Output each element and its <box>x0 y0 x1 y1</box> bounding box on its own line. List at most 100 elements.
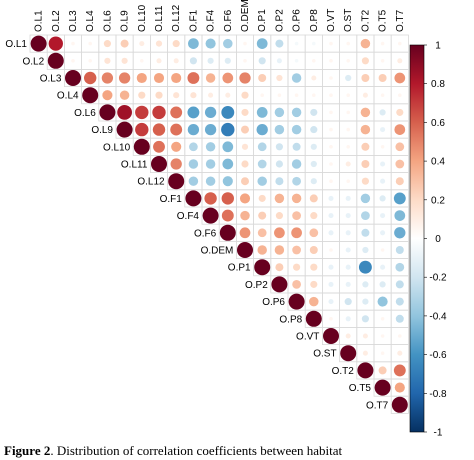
corr-point-O.L11-O.P2 <box>275 160 283 168</box>
corr-point-O.L12-O.P1 <box>257 176 267 186</box>
corr-point-O.L6-O.L11 <box>152 105 166 120</box>
figure-caption: Figure 2. Distribution of correlation co… <box>4 443 474 460</box>
column-label: O.P1 <box>257 9 268 32</box>
corr-point-O.L6-O.F1 <box>187 106 200 119</box>
corr-point-O.F6-O.T2 <box>361 228 370 237</box>
corr-point-O.L2-O.F6 <box>224 57 231 64</box>
corr-point-O.P8-O.T7 <box>395 314 404 323</box>
column-label: O.ST <box>343 9 354 32</box>
corr-point-O.L2-O.T5 <box>380 59 385 63</box>
corr-point-O.L2-O.P6 <box>294 59 299 63</box>
corr-point-O.F1-O.ST <box>345 195 351 201</box>
corr-point-O.L9-O.VT <box>329 127 333 132</box>
corr-point-O.P2-O.P2 <box>271 276 288 293</box>
corr-point-O.F6-O.P8 <box>309 228 319 238</box>
corr-point-O.L1-O.F6 <box>223 38 233 49</box>
corr-point-O.F4-O.ST <box>345 213 351 219</box>
corr-point-O.L2-O.L11 <box>156 58 162 64</box>
corr-point-O.L6-O.P1 <box>256 107 268 118</box>
corr-point-O.P2-O.T5 <box>379 281 386 288</box>
column-label: O.P8 <box>309 9 320 32</box>
corr-point-O.L2-O.T2 <box>361 57 369 65</box>
corr-point-O.P1-O.P8 <box>310 263 318 271</box>
row-label: O.L11 <box>121 160 148 171</box>
colorbar-tick-label: 1 <box>435 41 441 52</box>
corr-point-O.L9-O.F1 <box>187 123 200 136</box>
corr-point-O.L1-O.T2 <box>360 38 371 49</box>
corr-point-O.L4-O.P6 <box>294 93 299 97</box>
corr-point-O.F6-O.T5 <box>380 230 386 236</box>
row-label: O.P1 <box>228 263 251 274</box>
corr-point-O.L4-O.F6 <box>225 92 231 98</box>
caption-label: Figure 2 <box>4 443 51 458</box>
column-label: O.T5 <box>378 9 389 32</box>
corr-point-O.L11-O.P6 <box>291 159 302 169</box>
corr-point-O.P2-O.P6 <box>292 280 301 289</box>
corr-point-O.L9-O.F6 <box>221 122 235 137</box>
column-label: O.VT <box>326 9 337 32</box>
row-label: O.T7 <box>366 400 389 411</box>
corr-point-O.L2-O.P1 <box>258 57 266 65</box>
row-label: O.T2 <box>332 366 355 377</box>
corr-point-O.L12-O.ST <box>346 179 350 183</box>
corr-point-O.F4-O.P2 <box>275 212 283 220</box>
corr-point-O.DEM-O.ST <box>345 247 351 253</box>
corr-point-O.F6-O.P1 <box>257 228 267 238</box>
corr-point-O.L1-O.T7 <box>398 41 402 46</box>
corr-point-O.T5-O.T7 <box>394 382 405 393</box>
corr-point-O.ST-O.T2 <box>362 350 368 356</box>
corr-point-O.P8-O.T5 <box>380 317 385 321</box>
corr-point-O.F6-O.T7 <box>394 227 406 239</box>
corr-point-O.L12-O.DEM <box>241 177 249 186</box>
corr-point-O.L4-O.P8 <box>312 93 316 97</box>
corr-point-O.L6-O.F4 <box>204 106 217 119</box>
corr-point-O.P1-O.P6 <box>293 263 301 271</box>
corr-point-O.L6-O.P8 <box>310 108 318 116</box>
corr-point-O.T5-O.T5 <box>374 379 391 396</box>
grid-lines <box>29 34 409 414</box>
corr-point-O.L3-O.T7 <box>394 72 406 84</box>
corr-point-O.L12-O.VT <box>329 179 333 183</box>
correlation-circles <box>30 35 408 413</box>
corr-point-O.L3-O.L10 <box>136 72 147 84</box>
corr-point-O.L4-O.L4 <box>82 87 99 104</box>
corr-point-O.F4-O.F4 <box>202 207 219 224</box>
corr-point-O.P1-O.T7 <box>395 262 405 272</box>
corr-point-O.F4-O.VT <box>328 213 334 219</box>
corr-point-O.L6-O.DEM <box>241 108 249 116</box>
column-label: O.P6 <box>292 9 303 32</box>
corr-point-O.L1-O.L2 <box>48 36 63 51</box>
colorbar-tick-label: -1 <box>434 428 443 439</box>
corr-point-O.L4-O.T7 <box>398 93 402 97</box>
colorbar-tick-label: -0.2 <box>429 273 447 284</box>
corr-point-O.L10-O.P8 <box>310 143 317 150</box>
corr-point-O.L6-O.P2 <box>274 107 285 118</box>
corr-point-O.L1-O.DEM <box>243 41 247 46</box>
corr-point-O.L10-O.T2 <box>361 142 370 151</box>
column-label: O.L4 <box>85 10 96 32</box>
corr-point-O.L4-O.L11 <box>155 91 163 99</box>
row-label: O.F6 <box>194 228 217 239</box>
corr-point-O.F1-O.F6 <box>221 192 234 205</box>
column-label: O.L12 <box>171 4 182 32</box>
corr-point-O.L4-O.L10 <box>138 91 146 99</box>
corr-point-O.L12-O.F4 <box>205 176 216 186</box>
corr-point-O.DEM-O.T7 <box>395 246 404 254</box>
corr-point-O.L6-O.L12 <box>170 106 183 119</box>
corr-point-O.VT-O.T2 <box>362 333 368 339</box>
corr-point-O.L10-O.VT <box>329 145 333 149</box>
row-label: O.L10 <box>103 142 131 153</box>
corr-point-O.F6-O.VT <box>328 230 334 236</box>
corr-point-O.L11-O.T2 <box>361 160 370 168</box>
corr-point-O.L1-O.L11 <box>155 40 163 47</box>
corr-point-O.L4-O.DEM <box>241 91 249 99</box>
corr-point-O.ST-O.ST <box>340 345 357 362</box>
corr-point-O.L1-O.L6 <box>103 40 111 48</box>
corr-point-O.VT-O.ST <box>345 333 351 339</box>
corr-point-O.L2-O.L10 <box>140 59 144 63</box>
corr-point-O.P6-O.T7 <box>395 297 404 306</box>
corr-point-O.L11-O.DEM <box>241 160 249 168</box>
corr-point-O.L1-O.P8 <box>312 41 316 46</box>
corr-point-O.L3-O.F6 <box>222 72 234 84</box>
corr-point-O.F6-O.F6 <box>219 224 236 241</box>
